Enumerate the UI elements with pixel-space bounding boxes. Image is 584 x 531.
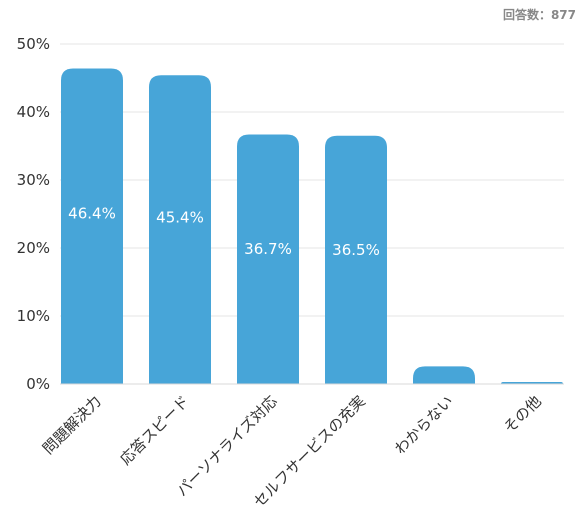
bar [237, 134, 299, 384]
bar [325, 135, 387, 384]
category-label: 応答スピード [116, 392, 192, 468]
y-tick-label: 40% [17, 103, 50, 121]
y-tick-label: 20% [17, 239, 50, 257]
data-label: 45.4% [156, 208, 204, 226]
category-label: その他 [500, 392, 545, 437]
data-label: 46.4% [68, 205, 116, 223]
y-tick-label: 50% [17, 35, 50, 53]
y-tick-label: 10% [17, 307, 50, 325]
category-label: 問題解決力 [39, 392, 105, 458]
data-label: 36.7% [244, 240, 292, 258]
response-count-note: 回答数：877 [502, 8, 576, 22]
bar [61, 68, 123, 384]
bar [501, 381, 563, 384]
y-tick-label: 0% [26, 375, 50, 393]
y-tick-label: 30% [17, 171, 50, 189]
bar [149, 75, 211, 384]
category-label: わからない [391, 392, 457, 458]
data-label: 36.5% [332, 241, 380, 259]
bar [413, 366, 475, 384]
